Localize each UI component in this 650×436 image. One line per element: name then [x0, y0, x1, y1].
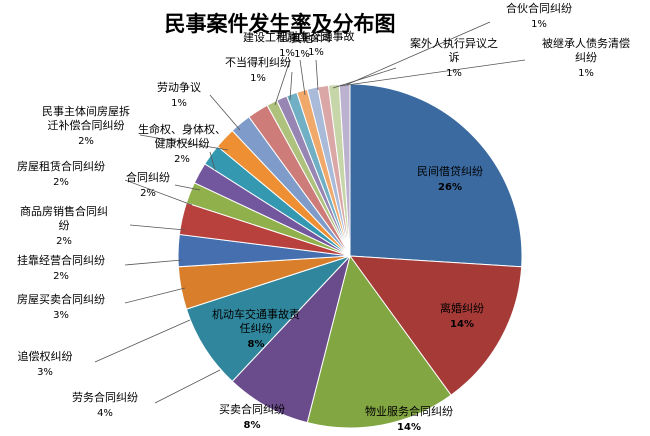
slice-percent-label: 4%	[97, 408, 113, 419]
leader-line	[124, 287, 186, 304]
slice-label-text: 机动车交通事故	[278, 29, 355, 43]
slice-percent-label: 1%	[578, 68, 594, 79]
leader-line	[289, 71, 293, 101]
slice-percent-label: 1%	[308, 47, 324, 58]
leader-line	[274, 59, 291, 106]
slice-label-text: 纠纷	[575, 51, 597, 64]
slice-label: 劳动争议 1%	[157, 80, 201, 109]
slice-label: 合伙合同纠纷 1%	[506, 1, 572, 30]
slice-label-text: 任纠纷	[240, 322, 273, 335]
slice-label-text: 迁补偿合同纠纷	[48, 118, 125, 132]
pie-slice	[306, 254, 452, 429]
slice-label-text: 被继承人债务清偿	[542, 36, 630, 50]
slice-label: 离婚纠纷 14%	[440, 301, 484, 330]
slice-label-text: 建设工程施工合同	[243, 30, 331, 44]
slice-percent-label: 14%	[397, 422, 421, 433]
slice-label-text: 合伙合同纠纷	[506, 1, 572, 15]
leader-line	[154, 369, 221, 404]
slice-label-text: 合同纠纷	[126, 170, 170, 184]
slice-label-text: 房屋租赁合同纠纷	[17, 159, 105, 173]
leader-line	[174, 184, 201, 191]
slice-label-text: 挂靠经营合同纠纷	[17, 253, 105, 267]
leader-line	[139, 134, 229, 151]
slice-label: 建设工程施工合同 1%	[243, 30, 331, 59]
slice-label-text: 民间借贷纠纷	[417, 164, 483, 178]
slice-label: 其他 1%	[291, 32, 313, 60]
pie-slice	[349, 83, 523, 268]
leader-line	[339, 59, 526, 87]
leader-line	[209, 94, 241, 131]
slice-percent-label: 2%	[56, 236, 72, 247]
slice-label: 房屋买卖合同纠纷 3%	[17, 292, 105, 321]
slice-label-text: 纷	[59, 219, 70, 232]
leader-line	[332, 67, 397, 89]
slice-label-text: 劳务合同纠纷	[72, 390, 138, 404]
slice-percent-label: 1%	[171, 98, 187, 109]
slice-label: 合同纠纷 2%	[126, 170, 170, 199]
slice-label-text: 案外人执行异议之	[410, 36, 498, 50]
slice-percent-label: 1%	[531, 19, 547, 30]
slice-percent-label: 1%	[446, 68, 462, 79]
slice-label: 民间借贷纠纷 26%	[417, 164, 483, 193]
slice-percent-label: 14%	[450, 319, 474, 330]
leader-line	[209, 151, 216, 171]
slice-percent-label: 2%	[174, 154, 190, 165]
slice-percent-label: 26%	[438, 182, 462, 193]
slice-label-text: 商品房销售合同纠	[20, 204, 108, 218]
slice-percent-label: 2%	[78, 136, 94, 147]
slice-label: 机动车交通事故 1%	[278, 29, 355, 58]
slice-label-text: 买卖合同纠纷	[219, 402, 285, 416]
slice-label-text: 物业服务合同纠纷	[365, 404, 453, 418]
slice-percent-label: 3%	[37, 367, 53, 378]
slice-label-text: 健康权纠纷	[155, 136, 210, 150]
slice-label-text: 生命权、身体权、	[138, 122, 226, 136]
slice-label-text: 离婚纠纷	[440, 301, 484, 315]
slice-label: 追偿权纠纷 3%	[18, 349, 73, 378]
slice-label: 劳务合同纠纷 4%	[72, 390, 138, 419]
slice-percent-label: 8%	[244, 420, 261, 431]
slice-label: 不当得利纠纷 1%	[225, 55, 291, 84]
slice-percent-label: 2%	[53, 177, 69, 188]
slice-label-text: 不当得利纠纷	[225, 55, 291, 69]
slice-percent-label: 3%	[53, 310, 69, 321]
slice-label-text: 劳动争议	[157, 80, 201, 94]
leader-line	[315, 59, 319, 91]
leader-line	[129, 224, 186, 231]
slice-percent-label: 1%	[279, 48, 295, 59]
slice-percent-label: 1%	[294, 49, 310, 60]
slice-label-text: 机动车交通事故责	[212, 307, 300, 321]
slice-percent-label: 8%	[248, 339, 265, 350]
slice-label: 物业服务合同纠纷 14%	[365, 404, 453, 433]
leader-line	[124, 259, 183, 266]
leader-line	[124, 179, 193, 206]
slice-label-text: 诉	[449, 51, 460, 64]
slice-label-text: 民事主体间房屋拆	[42, 104, 130, 118]
slice-label-text: 追偿权纠纷	[18, 349, 73, 363]
pie-slice	[348, 255, 523, 396]
slice-label: 挂靠经营合同纠纷 2%	[17, 253, 105, 282]
slice-percent-label: 1%	[250, 73, 266, 84]
slice-label: 买卖合同纠纷 8%	[219, 402, 285, 431]
slice-label-text: 房屋买卖合同纠纷	[17, 292, 105, 306]
slice-percent-label: 2%	[140, 188, 156, 199]
slice-percent-label: 2%	[53, 271, 69, 282]
slice-label-text: 其他	[291, 32, 313, 45]
leader-line	[94, 319, 191, 363]
slice-label: 房屋租赁合同纠纷 2%	[17, 159, 105, 188]
chart-title: 民事案件发生率及分布图	[164, 12, 396, 36]
slice-label: 生命权、身体权、健康权纠纷 2%	[138, 122, 226, 165]
leader-line	[345, 21, 491, 86]
leader-line	[299, 59, 306, 96]
